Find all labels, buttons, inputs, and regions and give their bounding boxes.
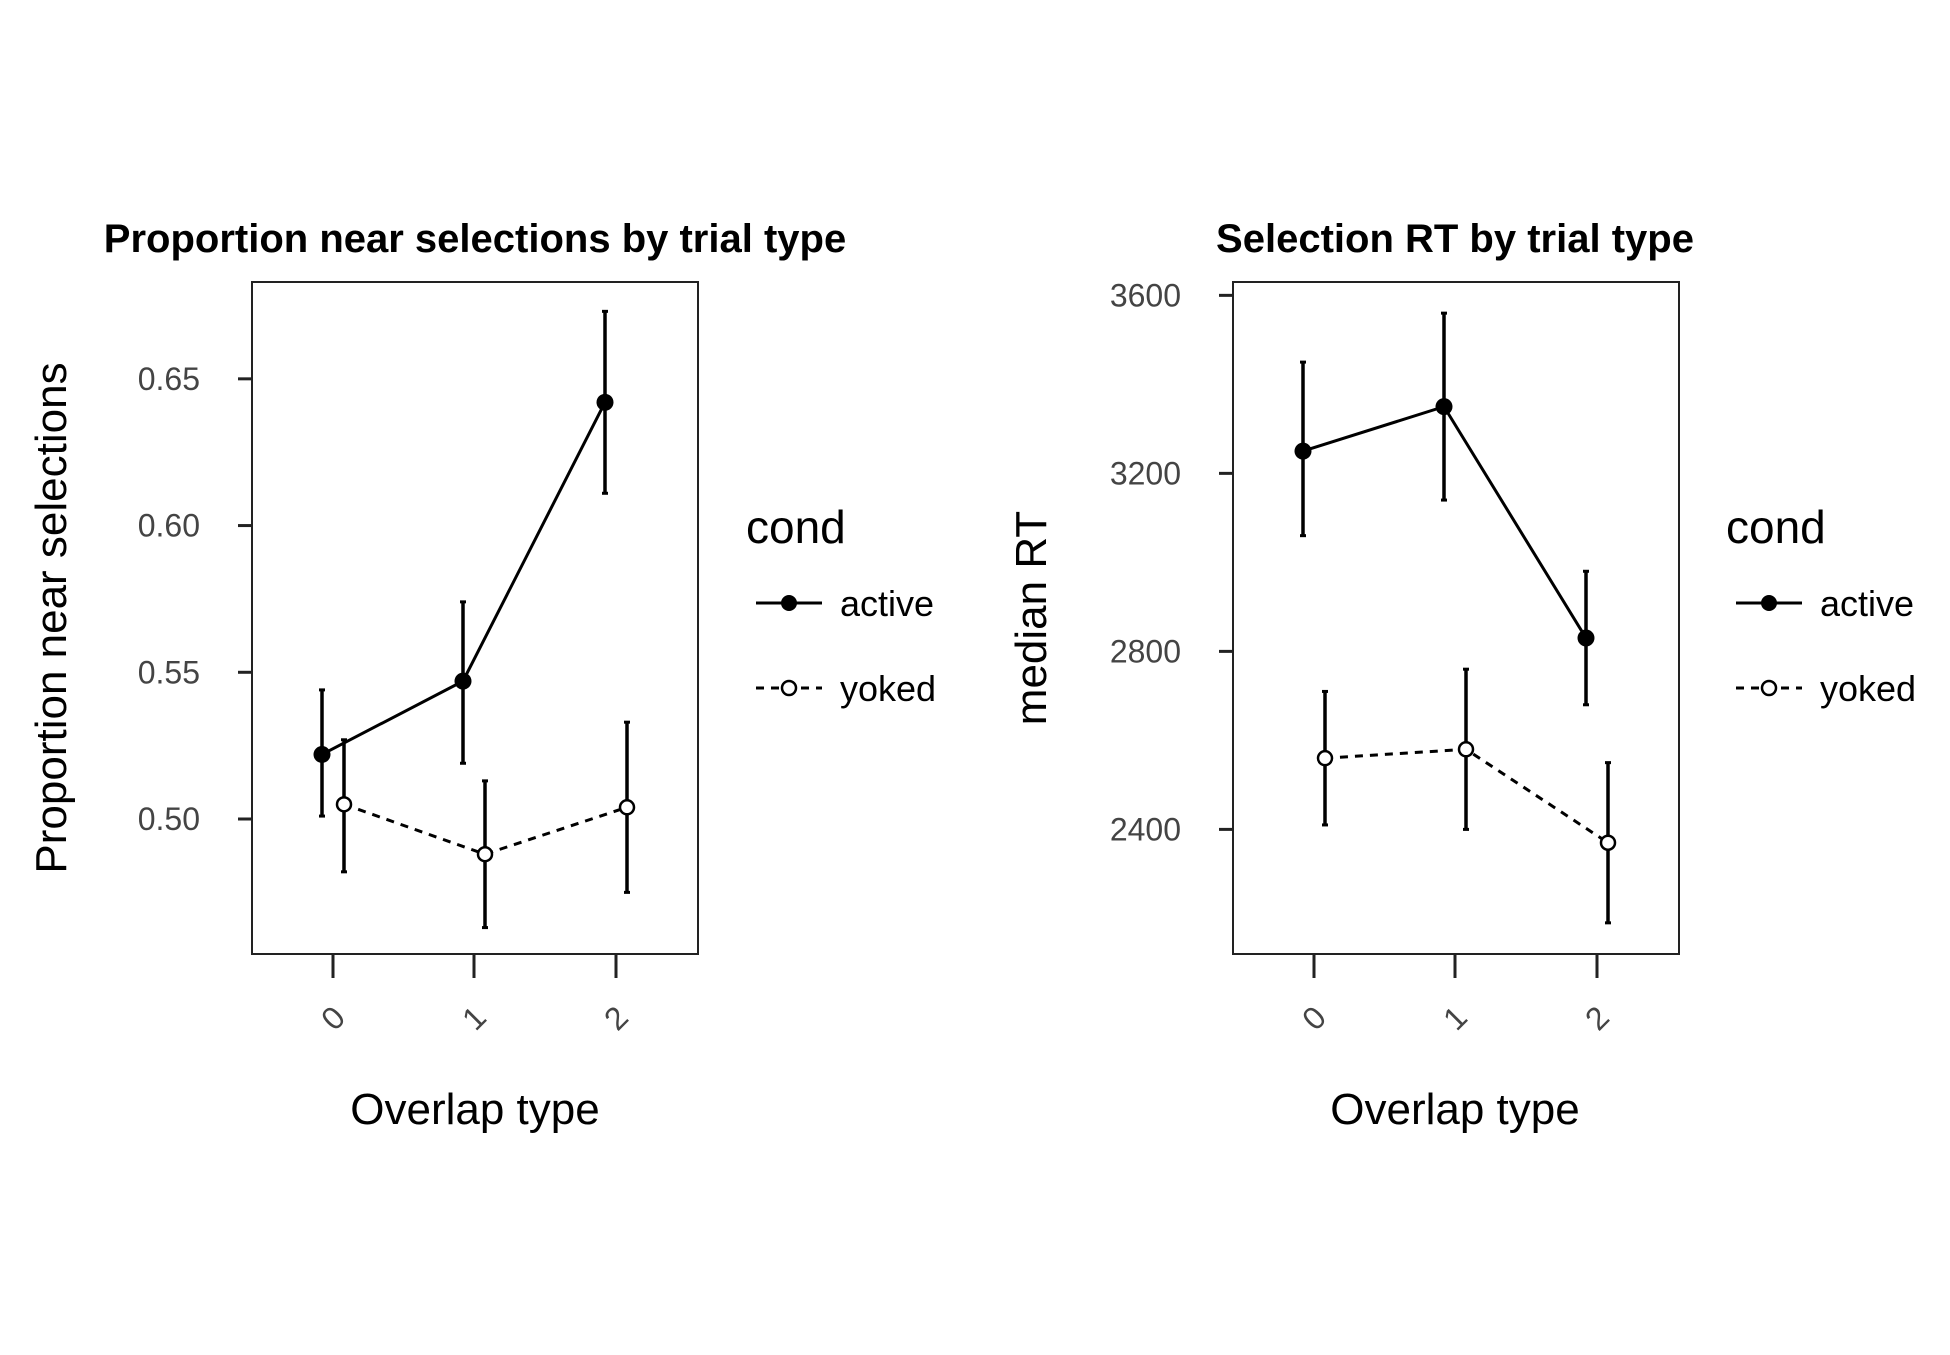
legend-key-marker-yoked (1760, 679, 1778, 697)
legend: cond active yoked (746, 501, 936, 709)
x-tick-label: 0 (314, 999, 352, 1037)
plot-marks (1294, 311, 1617, 925)
x-axis: 0 1 2 (1295, 954, 1616, 1037)
panel-proportion: Proportion near selections by trial type… (27, 217, 936, 1134)
y-axis-title: Proportion near selections (27, 362, 76, 873)
data-point-active (1294, 442, 1312, 460)
y-axis: 2400 2800 3200 3600 (1110, 277, 1233, 847)
legend-label-yoked: yoked (840, 668, 936, 709)
y-tick-label: 0.65 (138, 361, 200, 397)
data-point-active (313, 745, 331, 763)
x-axis-title: Overlap type (350, 1085, 599, 1134)
x-tick-label: 1 (1436, 999, 1474, 1037)
data-point-yoked (1457, 741, 1475, 758)
panel-title: Selection RT by trial type (1216, 217, 1694, 261)
series-line-yoked (343, 802, 628, 856)
y-tick-label: 0.60 (138, 508, 200, 544)
y-axis-title: median RT (1007, 511, 1056, 725)
data-point-active (1435, 398, 1453, 416)
x-tick-label: 1 (455, 999, 493, 1037)
data-point-yoked (618, 799, 636, 816)
data-point-active (454, 672, 472, 690)
legend-label-active: active (840, 583, 934, 624)
legend-label-yoked: yoked (1820, 668, 1916, 709)
y-tick-label: 0.50 (138, 801, 200, 837)
legend-title: cond (1726, 501, 1826, 553)
legend-label-active: active (1820, 583, 1914, 624)
data-point-active (1577, 629, 1595, 647)
x-axis-title: Overlap type (1330, 1085, 1579, 1134)
x-tick-label: 0 (1295, 999, 1333, 1037)
y-axis: 0.50 0.55 0.60 0.65 (138, 361, 252, 837)
y-tick-label: 2400 (1110, 811, 1181, 847)
data-point-yoked (335, 796, 353, 813)
data-point-yoked (476, 845, 494, 863)
legend-key-marker-yoked (780, 679, 798, 697)
y-tick-label: 3600 (1110, 277, 1181, 313)
legend-key-marker-active (781, 595, 797, 611)
plot-frame (1232, 281, 1680, 955)
panel-rt: Selection RT by trial type 2400 2800 320… (1007, 217, 1916, 1134)
panel-title: Proportion near selections by trial type (104, 217, 846, 261)
x-tick-label: 2 (597, 999, 635, 1037)
x-tick-label: 2 (1578, 999, 1616, 1037)
data-point-yoked (1316, 749, 1334, 767)
y-tick-label: 2800 (1110, 633, 1181, 669)
data-point-active (596, 393, 614, 411)
data-point-yoked (1599, 834, 1617, 851)
legend: cond active yoked (1726, 501, 1916, 709)
y-tick-label: 3200 (1110, 455, 1181, 491)
legend-key-marker-active (1761, 595, 1777, 611)
x-axis: 0 1 2 (314, 954, 635, 1037)
y-tick-label: 0.55 (138, 654, 200, 690)
legend-title: cond (746, 501, 846, 553)
plot-marks (313, 309, 636, 930)
plot-frame (251, 281, 699, 955)
